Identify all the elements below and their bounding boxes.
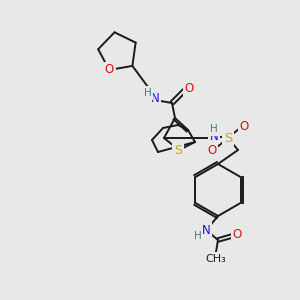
Text: CH₃: CH₃ — [206, 254, 226, 264]
Text: N: N — [151, 92, 159, 106]
Text: O: O — [184, 82, 194, 94]
Text: S: S — [174, 145, 182, 158]
Text: H: H — [144, 88, 152, 98]
Text: S: S — [224, 131, 232, 145]
Text: H: H — [210, 124, 218, 134]
Text: O: O — [239, 119, 249, 133]
Text: H: H — [194, 231, 202, 241]
Text: O: O — [207, 143, 217, 157]
Text: O: O — [105, 64, 114, 76]
Text: N: N — [202, 224, 210, 236]
Text: N: N — [210, 130, 218, 142]
Text: O: O — [232, 229, 242, 242]
